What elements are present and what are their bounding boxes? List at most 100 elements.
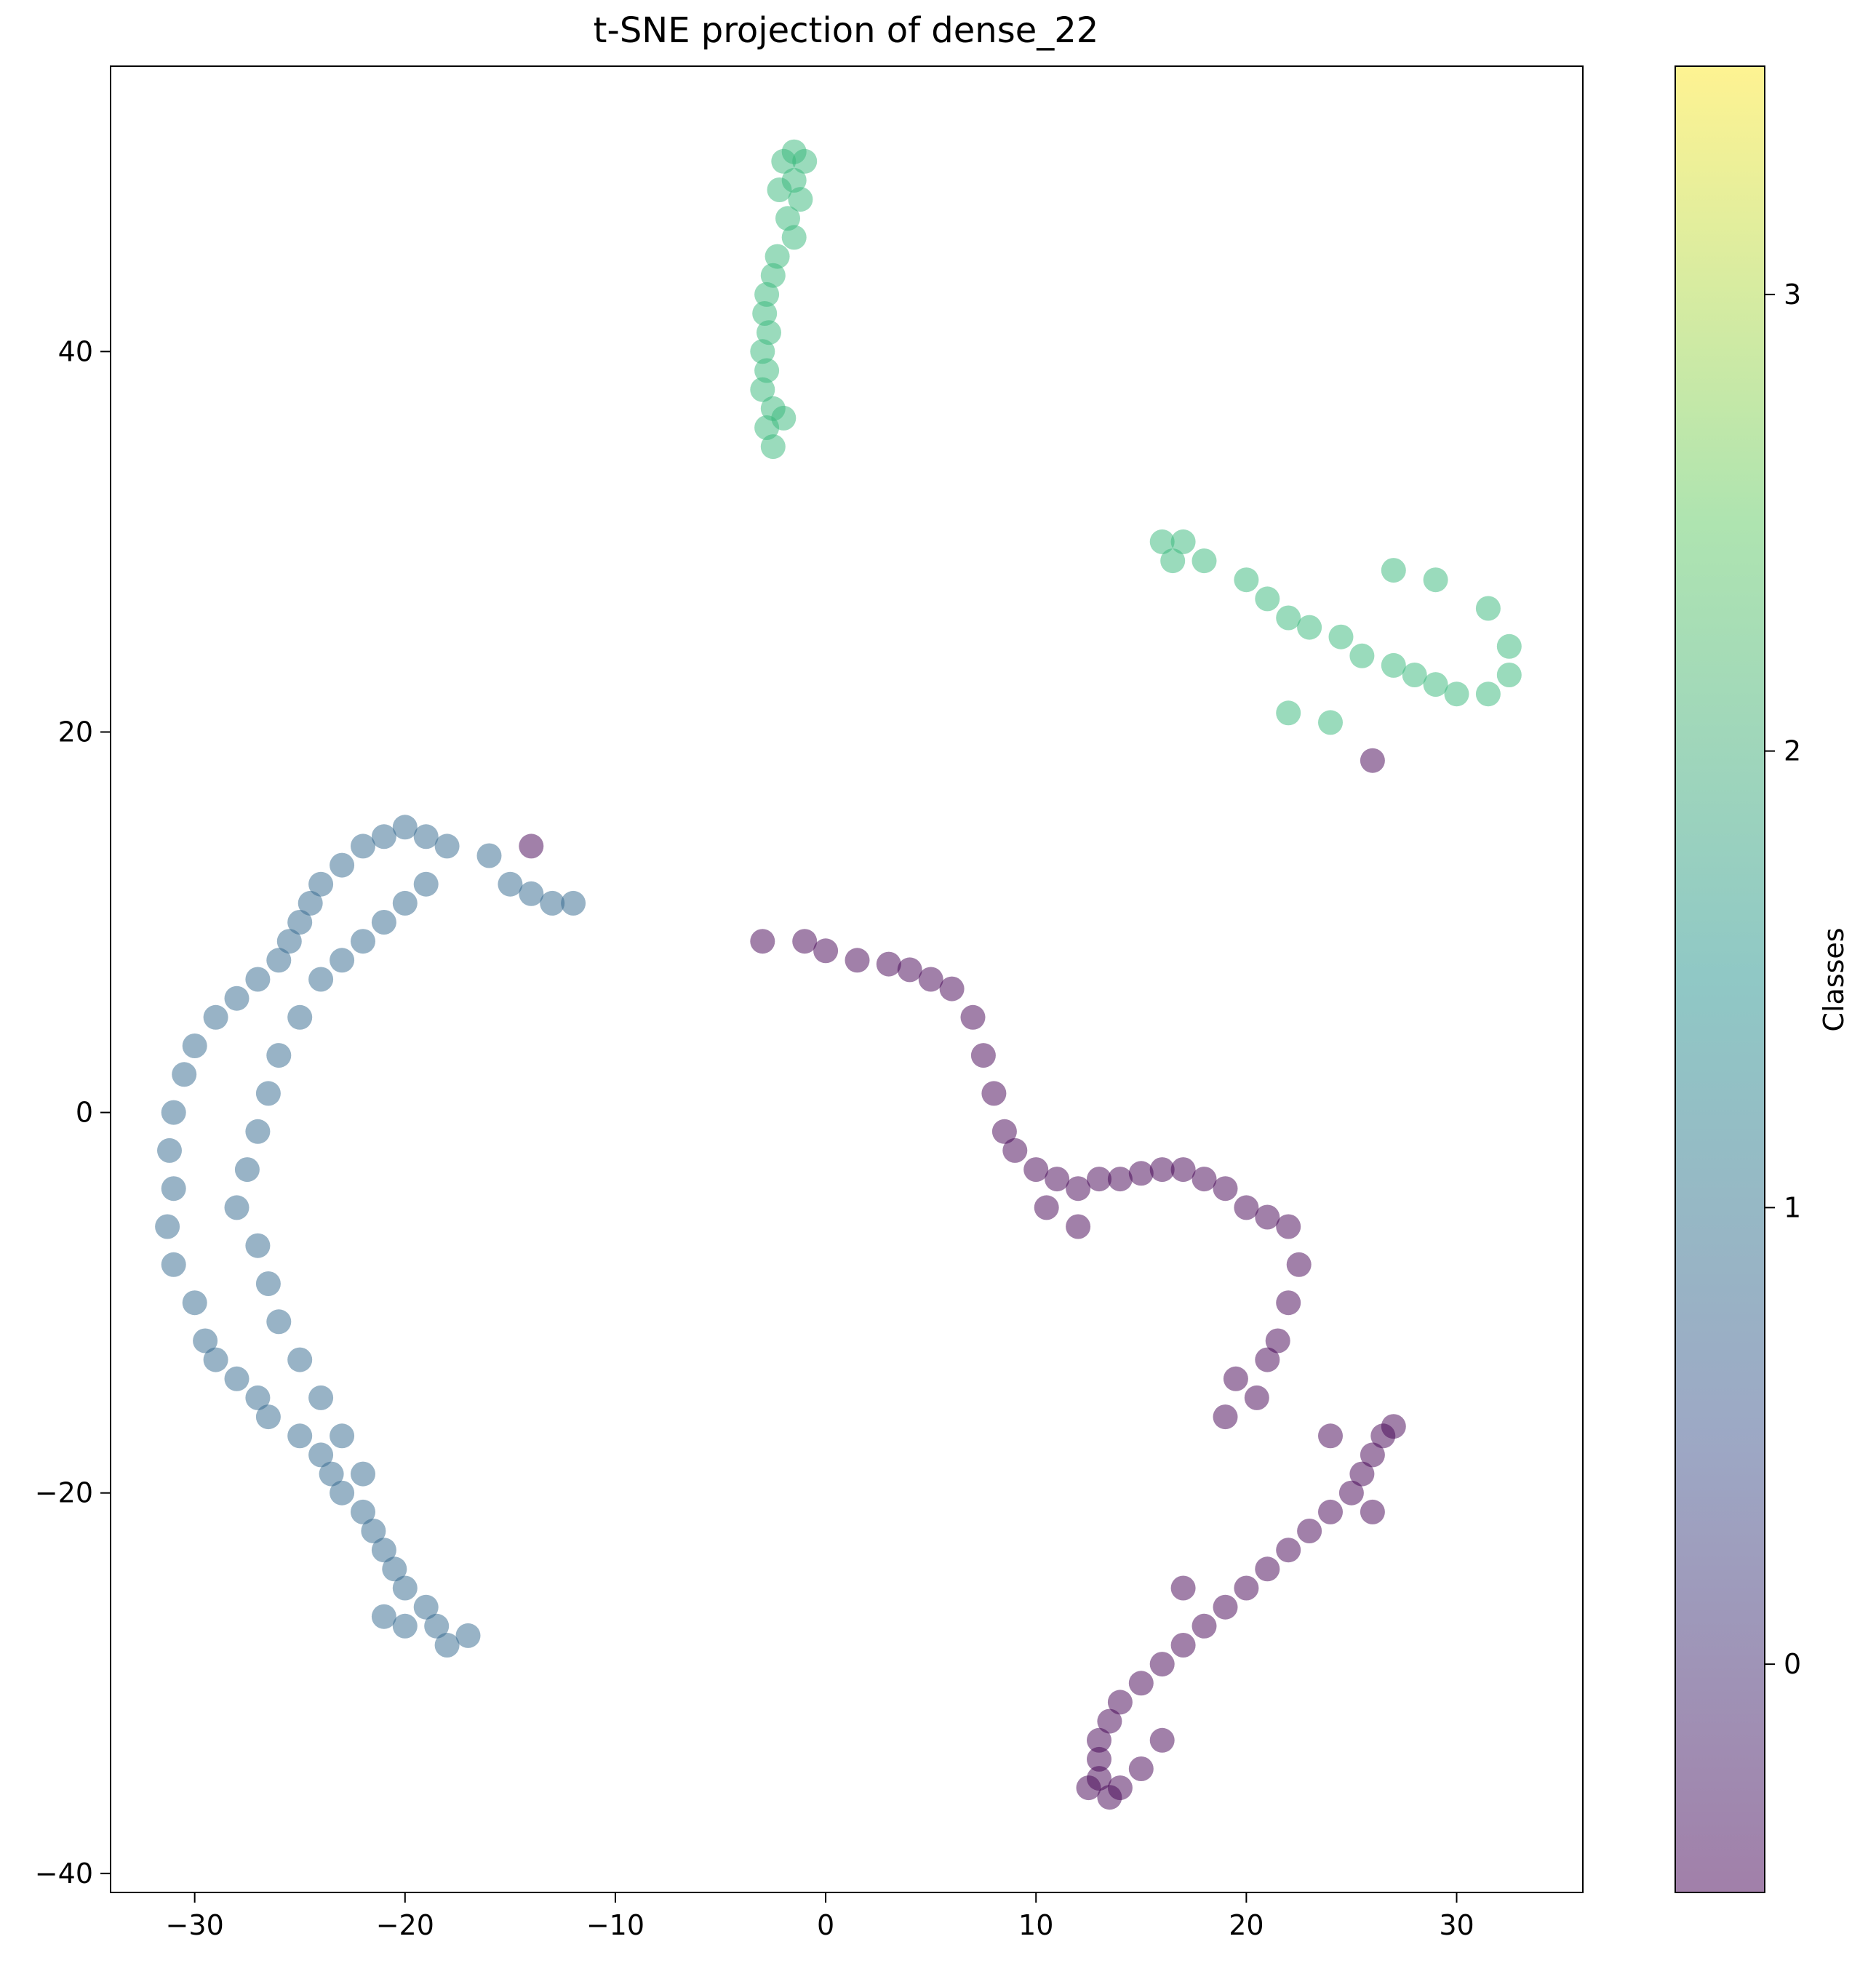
scatter-point-class-0 (1286, 1252, 1312, 1277)
scatter-point-class-0 (519, 833, 544, 859)
scatter-point-class-0 (1381, 1414, 1406, 1439)
scatter-point-class-1 (308, 1442, 334, 1468)
scatter-point-class-0 (970, 1043, 996, 1068)
y-axis: −40 −20 0 20 40 (35, 335, 111, 1890)
scatter-point-class-0 (1360, 1499, 1385, 1524)
scatter-point-class-2 (1328, 624, 1354, 649)
scatter-point-class-0 (1066, 1214, 1091, 1239)
scatter-point-class-2 (1423, 567, 1448, 593)
scatter-point-class-0 (1170, 1633, 1196, 1658)
scatter-point-class-0 (1066, 1176, 1091, 1202)
scatter-point-class-1 (540, 890, 565, 916)
scatter-point-class-1 (203, 1004, 228, 1030)
scatter-point-class-2 (760, 263, 786, 288)
x-tick-label: 30 (1439, 1909, 1474, 1941)
scatter-point-class-0 (1234, 1195, 1259, 1220)
x-tick-label: 20 (1229, 1909, 1264, 1941)
scatter-point-class-0 (1087, 1167, 1111, 1192)
scatter-point-class-0 (1318, 1499, 1343, 1524)
scatter-point-class-1 (413, 824, 439, 849)
scatter-point-class-2 (781, 225, 807, 250)
scatter-point-class-0 (1097, 1708, 1122, 1734)
scatter-point-class-1 (255, 1271, 281, 1296)
scatter-point-class-0 (1002, 1138, 1028, 1163)
scatter-point-class-1 (351, 833, 375, 859)
scatter-point-class-0 (1023, 1157, 1049, 1183)
scatter-point-class-1 (330, 948, 355, 973)
scatter-point-class-2 (1381, 652, 1406, 678)
scatter-point-class-1 (276, 929, 302, 954)
y-tick-label: −40 (35, 1858, 93, 1890)
scatter-point-class-2 (754, 358, 780, 383)
scatter-point-class-0 (1076, 1775, 1101, 1801)
scatter-point-class-1 (319, 1461, 344, 1487)
scatter-point-class-0 (1149, 1727, 1175, 1753)
colorbar-tick-label: 3 (1784, 279, 1801, 311)
scatter-point-class-2 (1276, 700, 1301, 726)
scatter-point-class-0 (1213, 1404, 1238, 1430)
scatter-point-class-1 (351, 929, 375, 954)
scatter-point-class-1 (245, 967, 271, 992)
scatter-point-class-1 (382, 1556, 407, 1582)
scatter-point-class-2 (1149, 529, 1175, 554)
scatter-point-class-0 (1149, 1157, 1175, 1183)
scatter-point-class-0 (1276, 1290, 1301, 1316)
colorbar-label: Classes (1818, 927, 1850, 1031)
scatter-point-class-2 (1381, 558, 1406, 583)
scatter-point-class-1 (172, 1062, 197, 1087)
scatter-point-class-1 (351, 1499, 375, 1524)
scatter-point-class-1 (424, 1613, 450, 1639)
scatter-point-class-0 (792, 929, 818, 954)
scatter-point-class-0 (1349, 1461, 1375, 1487)
colorbar-ticks: 0 1 2 3 (1765, 279, 1801, 1680)
scatter-point-class-2 (1318, 710, 1343, 735)
scatter-point-class-2 (1234, 567, 1259, 593)
scatter-point-class-1 (224, 1195, 250, 1220)
scatter-point-class-0 (1255, 1347, 1280, 1372)
scatter-point-class-1 (182, 1290, 207, 1316)
scatter-point-class-1 (330, 852, 355, 878)
scatter-point-class-1 (434, 1633, 460, 1658)
scatter-point-class-1 (224, 986, 250, 1011)
colorbar-tick-label: 0 (1784, 1648, 1801, 1680)
scatter-point-class-0 (1338, 1480, 1364, 1506)
scatter-point-class-1 (361, 1519, 386, 1543)
scatter-point-class-1 (308, 967, 334, 992)
scatter-point-class-0 (750, 929, 775, 954)
scatter-point-class-1 (157, 1138, 182, 1163)
scatter-point-class-2 (750, 377, 775, 402)
scatter-point-class-0 (991, 1119, 1017, 1144)
scatter-point-class-2 (760, 434, 786, 460)
scatter-point-class-1 (434, 833, 460, 859)
scatter-point-class-0 (897, 957, 922, 983)
scatter-point-class-0 (1360, 1442, 1385, 1468)
scatter-point-class-1 (351, 1461, 375, 1487)
scatter-point-class-2 (771, 405, 797, 431)
scatter-point-class-1 (392, 1575, 418, 1601)
scatter-point-class-1 (203, 1347, 228, 1372)
scatter-point-class-1 (193, 1328, 218, 1354)
scatter-point-class-1 (330, 1423, 355, 1449)
scatter-point-class-1 (392, 890, 418, 916)
scatter-point-class-0 (1318, 1423, 1343, 1449)
scatter-point-class-0 (1192, 1613, 1217, 1639)
scatter-point-class-0 (1170, 1157, 1196, 1183)
scatter-point-class-2 (1423, 672, 1448, 697)
scatter-point-class-1 (161, 1100, 186, 1125)
scatter-point-class-0 (1255, 1204, 1280, 1230)
scatter-point-class-2 (754, 281, 780, 307)
scatter-point-class-2 (765, 244, 790, 269)
scatter-point-class-0 (1244, 1385, 1269, 1410)
scatter-point-class-1 (371, 1604, 396, 1629)
scatter-point-class-1 (255, 1404, 281, 1430)
scatter-point-class-1 (287, 1423, 313, 1449)
scatter-point-class-2 (1402, 663, 1427, 687)
colorbar-tick-label: 2 (1784, 735, 1801, 767)
scatter-point-class-1 (371, 910, 396, 935)
scatter-point-class-1 (234, 1157, 260, 1183)
scatter-point-class-0 (1234, 1575, 1259, 1601)
scatter-point-class-2 (792, 148, 818, 174)
scatter-point-class-0 (1265, 1328, 1290, 1354)
scatter-point-class-1 (519, 881, 544, 906)
scatter-point-class-1 (330, 1480, 355, 1506)
